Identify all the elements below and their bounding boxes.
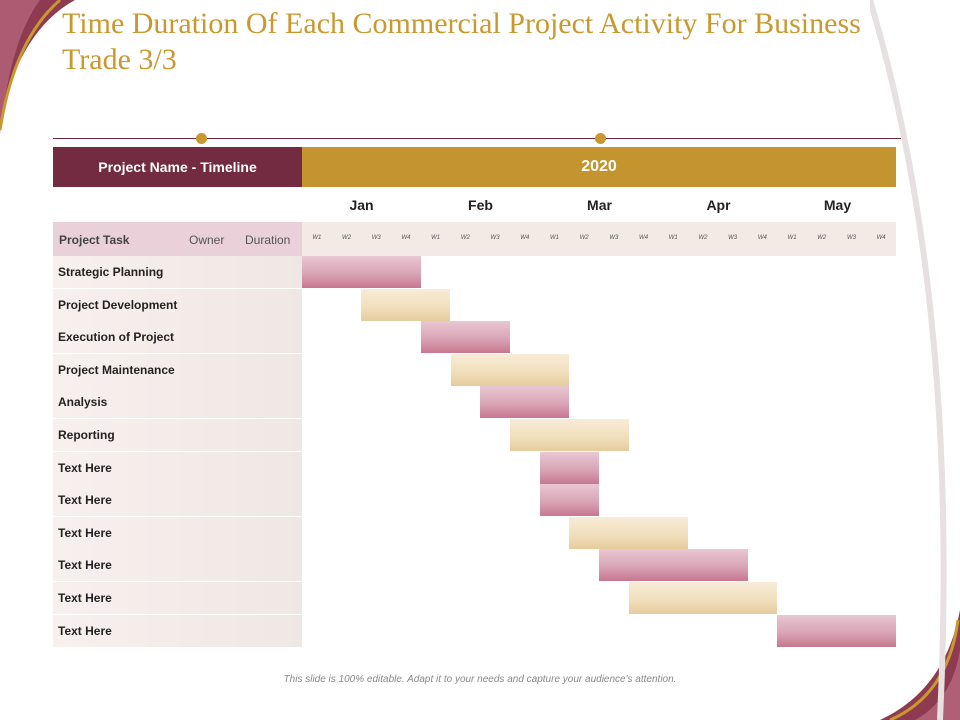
owner-header: Owner xyxy=(189,233,225,247)
row-divider xyxy=(53,385,302,387)
duration-header: Duration xyxy=(245,233,291,247)
gantt-bar xyxy=(628,582,778,614)
task-label: Reporting xyxy=(53,419,302,451)
month-label-jan: Jan xyxy=(349,197,374,213)
gantt-bar xyxy=(599,549,748,582)
project-name-timeline-header: Project Name - Timeline xyxy=(53,147,302,187)
row-divider xyxy=(53,288,302,289)
task-label: Strategic Planning xyxy=(53,256,302,288)
week-label: W4 xyxy=(876,235,886,241)
month-label-apr: Apr xyxy=(706,197,731,213)
task-label: Text Here xyxy=(53,582,302,614)
timeline-dot-left xyxy=(196,133,207,144)
row-divider xyxy=(53,483,302,485)
week-label: W3 xyxy=(609,235,619,241)
month-label-mar: Mar xyxy=(587,197,612,213)
thin-curve-right xyxy=(870,0,947,720)
gantt-bar xyxy=(450,353,570,386)
month-label-feb: Feb xyxy=(468,197,493,213)
timeline-dot-right xyxy=(595,133,606,144)
week-label: W2 xyxy=(698,235,708,241)
slide-title: Time Duration Of Each Commercial Project… xyxy=(62,7,861,76)
row-divider xyxy=(53,451,302,452)
week-label: W1 xyxy=(668,235,678,241)
gantt-bar xyxy=(480,386,570,419)
week-label: W4 xyxy=(639,235,649,241)
row-divider xyxy=(53,320,302,322)
week-label: W1 xyxy=(787,235,797,241)
task-label: Text Here xyxy=(53,516,302,549)
week-label: W4 xyxy=(520,235,530,241)
week-label: W3 xyxy=(728,235,738,241)
column-header-row: Project Task Owner Duration W1 W2 W3 W4 W1 W2… xyxy=(53,222,896,256)
week-label: W3 xyxy=(846,235,856,241)
week-label: W4 xyxy=(401,235,411,241)
task-label: Project Maintenance xyxy=(53,353,302,386)
gantt-bar xyxy=(777,614,896,647)
week-label: W1 xyxy=(312,235,322,241)
footer-note: This slide is 100% editable. Adapt it to… xyxy=(283,674,677,685)
task-label: Text Here xyxy=(53,549,302,582)
week-label: W2 xyxy=(579,235,589,241)
week-label: W2 xyxy=(460,235,470,241)
week-label: W3 xyxy=(490,235,500,241)
row-divider xyxy=(53,548,302,550)
week-label: W1 xyxy=(431,235,441,241)
gantt-bar xyxy=(539,451,599,484)
month-label-may: May xyxy=(823,197,852,213)
year-header: 2020 xyxy=(302,147,896,187)
week-label: W2 xyxy=(342,235,352,241)
gantt-bar xyxy=(361,288,451,321)
row-divider xyxy=(53,418,302,420)
gantt-bar xyxy=(420,321,510,354)
row-divider xyxy=(53,353,302,355)
gantt-bar xyxy=(569,516,689,549)
gantt-bar xyxy=(302,256,421,288)
gantt-bar xyxy=(539,484,599,517)
row-divider xyxy=(53,646,302,648)
task-label: Text Here xyxy=(53,614,302,647)
task-label: Execution of Project xyxy=(53,321,302,354)
task-label: Analysis xyxy=(53,386,302,419)
task-header-cell xyxy=(53,222,302,256)
week-label: W4 xyxy=(757,235,767,241)
task-label: Project Development xyxy=(53,288,302,321)
task-label: Text Here xyxy=(53,451,302,484)
row-divider xyxy=(53,516,302,518)
week-label: W3 xyxy=(371,235,381,241)
week-label: W1 xyxy=(549,235,559,241)
row-divider xyxy=(53,614,302,615)
row-divider xyxy=(53,581,302,583)
task-label: Text Here xyxy=(53,484,302,517)
gantt-bar xyxy=(509,419,629,451)
week-label: W2 xyxy=(817,235,827,241)
project-task-header: Project Task xyxy=(59,233,130,247)
timeline-divider xyxy=(53,138,901,139)
